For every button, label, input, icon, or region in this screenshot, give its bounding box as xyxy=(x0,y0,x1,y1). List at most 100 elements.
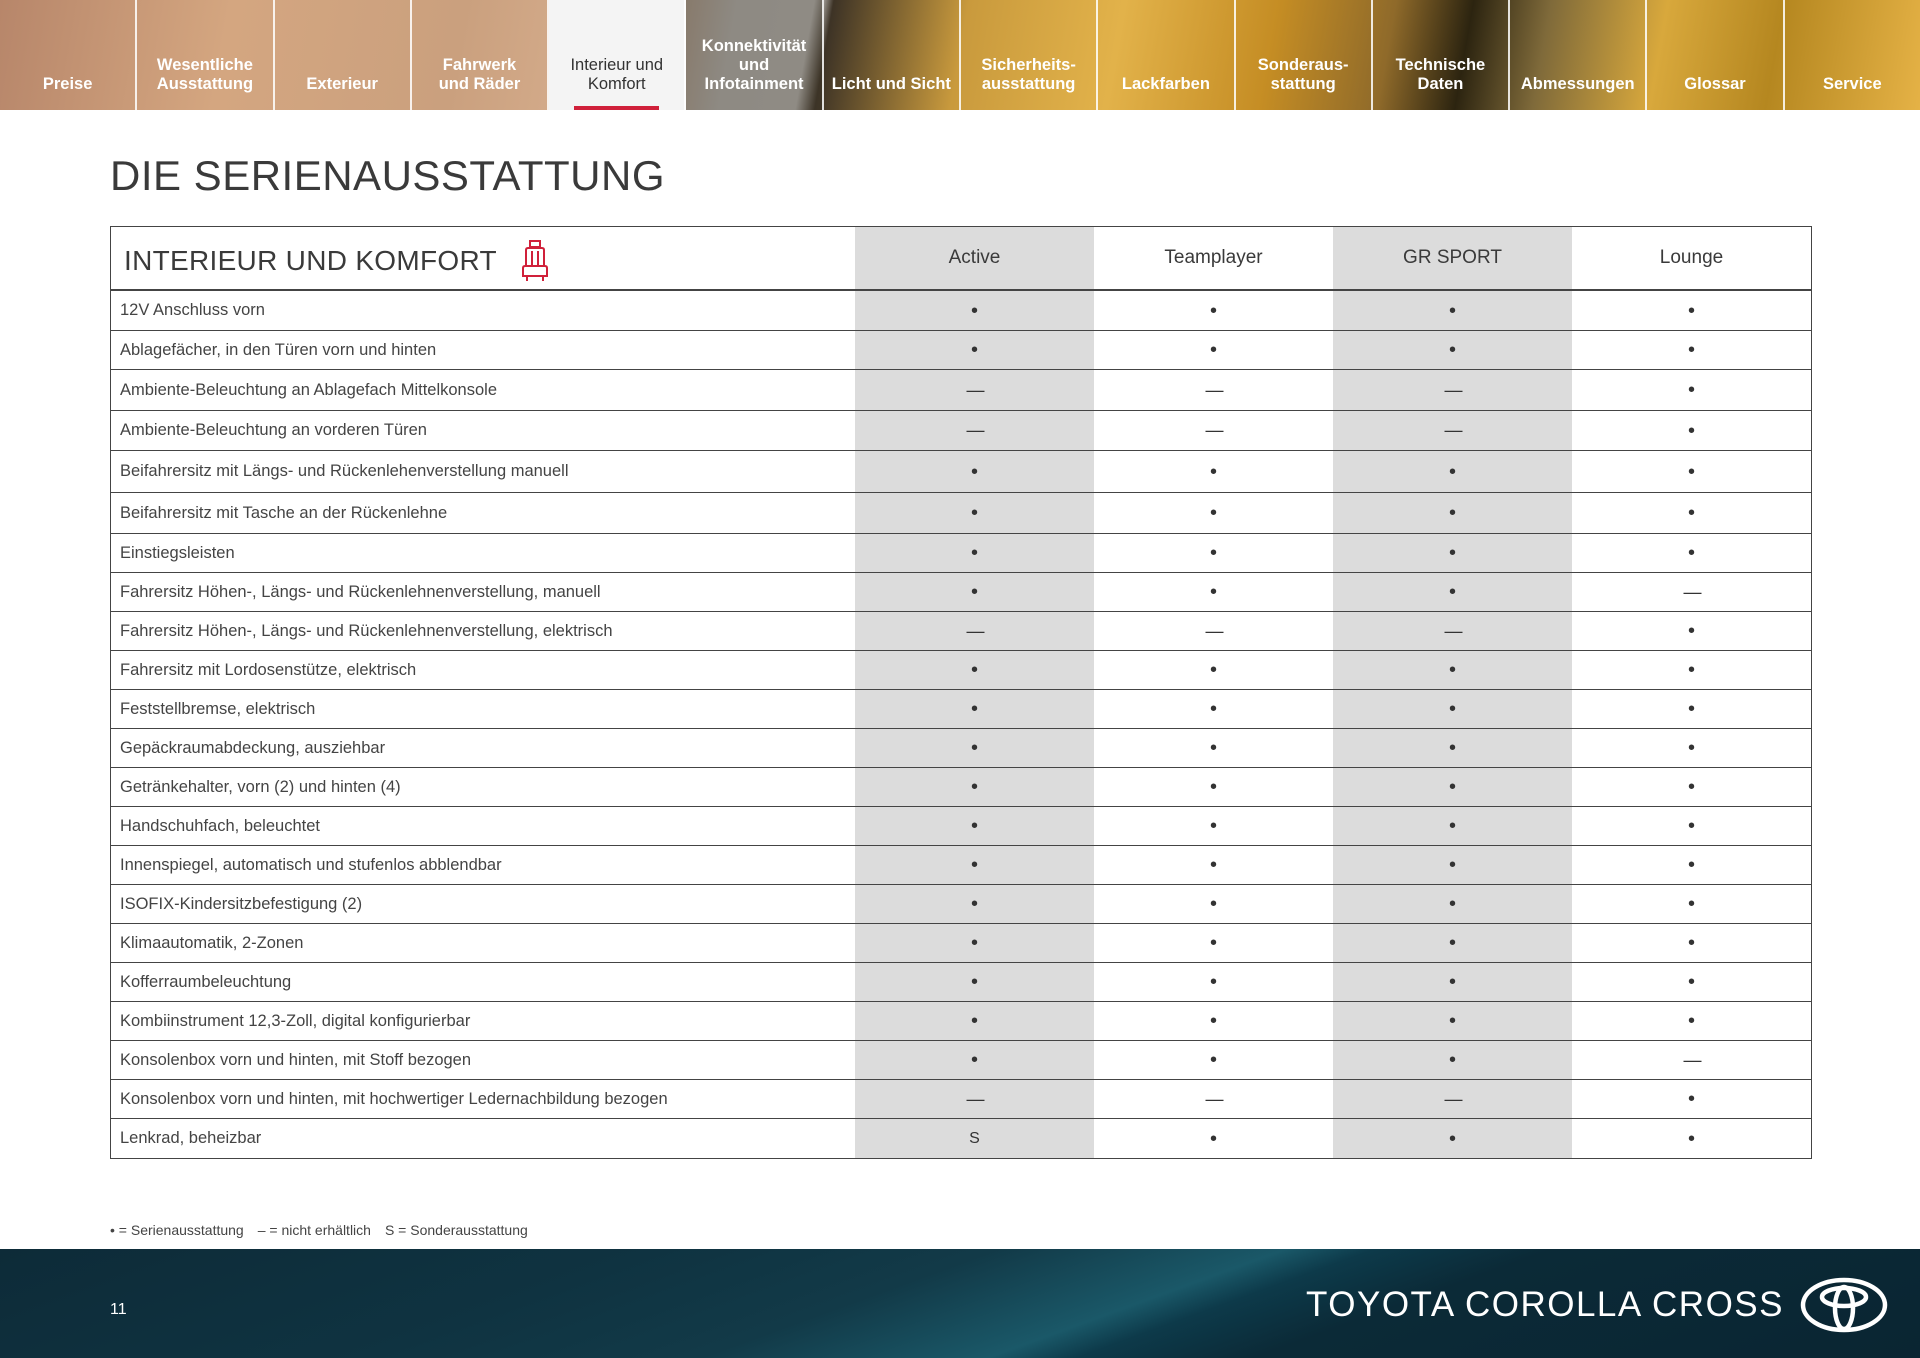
availability-cell: • xyxy=(1572,1119,1811,1158)
table-row: Fahrersitz Höhen-, Längs- und Rückenlehn… xyxy=(111,573,1811,612)
table-row: Kombiinstrument 12,3-Zoll, digital konfi… xyxy=(111,1002,1811,1041)
availability-mark: • xyxy=(1687,502,1695,524)
availability-mark: • xyxy=(1687,971,1695,993)
nav-tab-6[interactable]: Konnektivität und Infotainment xyxy=(686,0,824,110)
availability-cell: • xyxy=(1094,768,1333,806)
availability-mark: • xyxy=(1448,776,1456,798)
availability-cell: • xyxy=(1094,807,1333,845)
nav-tab-10[interactable]: Sonderaus- stattung xyxy=(1236,0,1373,110)
feature-name: Getränkehalter, vorn (2) und hinten (4) xyxy=(120,777,401,796)
feature-name: Fahrersitz mit Lordosenstütze, elektrisc… xyxy=(120,660,417,679)
feature-name: Gepäckraumabdeckung, ausziehbar xyxy=(120,738,386,757)
nav-tab-8[interactable]: Sicherheits- ausstattung xyxy=(961,0,1099,110)
availability-cell: • xyxy=(1094,924,1333,962)
availability-mark: • xyxy=(1687,620,1695,642)
table-row: Konsolenbox vorn und hinten, mit Stoff b… xyxy=(111,1041,1811,1080)
availability-mark: • xyxy=(1687,1088,1695,1110)
availability-mark: — xyxy=(1444,420,1463,440)
nav-tab-14[interactable]: Service xyxy=(1822,75,1882,93)
availability-mark: • xyxy=(970,893,978,915)
availability-cell: • xyxy=(1333,690,1572,728)
availability-mark: • xyxy=(1209,502,1217,524)
availability-cell: • xyxy=(1572,1080,1811,1118)
table-row: Gepäckraumabdeckung, ausziehbar • • • • xyxy=(111,729,1811,768)
availability-mark: • xyxy=(970,932,978,954)
table-row: Einstiegsleisten • • • • xyxy=(111,534,1811,573)
availability-mark: • xyxy=(1209,971,1217,993)
nav-tab-4[interactable]: Fahrwerk und Räder xyxy=(412,0,550,110)
table-row: Kofferraumbeleuchtung • • • • xyxy=(111,963,1811,1002)
availability-mark: • xyxy=(1687,737,1695,759)
nav-tab-13[interactable]: Glossar xyxy=(1647,0,1785,110)
availability-cell: • xyxy=(1333,651,1572,689)
feature-name: Einstiegsleisten xyxy=(120,543,235,562)
nav-tab-5[interactable]: Interieur und Komfort xyxy=(549,0,687,110)
feature-name: 12V Anschluss vorn xyxy=(120,301,265,319)
availability-mark: • xyxy=(1687,299,1695,322)
availability-mark: • xyxy=(970,1049,978,1071)
feature-name: Feststellbremse, elektrisch xyxy=(120,699,316,718)
availability-mark: • xyxy=(1209,698,1217,720)
availability-cell: — xyxy=(1333,411,1572,450)
table-row: Ambiente-Beleuchtung an vorderen Türen — —… xyxy=(111,411,1811,451)
feature-name: Beifahrersitz mit Tasche an der Rückenle… xyxy=(120,503,448,522)
availability-cell: — xyxy=(1333,370,1572,410)
table-row: Handschuhfach, beleuchtet • • • • xyxy=(111,807,1811,846)
availability-mark: • xyxy=(1448,502,1456,524)
availability-mark: — xyxy=(1683,1049,1702,1070)
availability-mark: • xyxy=(1687,339,1695,361)
availability-cell: • xyxy=(1572,291,1811,330)
variant-header-active: Active xyxy=(855,227,1094,289)
availability-mark: • xyxy=(1687,460,1695,483)
legend: • = Serienausstattung – = nicht erhältli… xyxy=(110,1222,528,1238)
availability-cell: • xyxy=(855,729,1094,767)
nav-tab-9[interactable]: Lackfarben xyxy=(1098,0,1236,110)
availability-mark: • xyxy=(970,299,978,322)
availability-cell: • xyxy=(1333,1041,1572,1079)
legend-optional: S = Sonderausstattung xyxy=(384,1222,528,1238)
availability-mark: • xyxy=(970,1010,978,1032)
feature-name: Lenkrad, beheizbar xyxy=(120,1129,262,1147)
table-row: Lenkrad, beheizbar S • • • xyxy=(111,1119,1811,1158)
availability-mark: • xyxy=(1448,737,1456,759)
table-row: Ambiente-Beleuchtung an Ablagefach Mitte… xyxy=(111,370,1811,411)
availability-mark: • xyxy=(1687,854,1695,876)
table-row: Innenspiegel, automatisch und stufenlos … xyxy=(111,846,1811,885)
legend-not-available: – = nicht erhältlich xyxy=(257,1222,371,1238)
availability-cell: • xyxy=(1094,885,1333,923)
availability-mark: • xyxy=(1687,1010,1695,1032)
availability-mark: — xyxy=(1444,1088,1463,1109)
nav-tab-3[interactable]: Exterieur xyxy=(275,0,412,110)
feature-name: Konsolenbox vorn und hinten, mit hochwer… xyxy=(120,1089,668,1108)
availability-cell: • xyxy=(855,924,1094,962)
nav-tab-1[interactable]: Preise xyxy=(0,0,138,110)
feature-name: Fahrersitz Höhen-, Längs- und Rückenlehn… xyxy=(120,621,613,640)
availability-cell: • xyxy=(1333,493,1572,533)
availability-cell: • xyxy=(1572,807,1811,845)
brand-name: TOYOTA COROLLA CROSS xyxy=(1306,1285,1784,1324)
feature-name: Innenspiegel, automatisch und stufenlos … xyxy=(120,855,502,874)
availability-mark: • xyxy=(1209,581,1217,603)
availability-cell: • xyxy=(1094,1119,1333,1158)
availability-cell: — xyxy=(1572,1041,1811,1079)
availability-mark: • xyxy=(1448,854,1456,876)
availability-cell: • xyxy=(1333,846,1572,884)
availability-cell: • xyxy=(855,690,1094,728)
availability-cell: • xyxy=(855,1002,1094,1040)
feature-name: Kofferraumbeleuchtung xyxy=(120,972,292,991)
availability-mark: • xyxy=(970,971,978,993)
nav-tab-7[interactable]: Licht und Sicht xyxy=(824,0,961,110)
availability-mark: • xyxy=(970,815,978,837)
nav-tab-12[interactable]: Abmessungen xyxy=(1510,0,1648,110)
nav-tab-2[interactable]: Wesentliche Ausstattung xyxy=(137,0,275,110)
availability-mark: • xyxy=(1209,299,1217,322)
nav-tab-11[interactable]: Technische Daten xyxy=(1373,0,1511,110)
availability-mark: • xyxy=(1448,542,1456,564)
toyota-logo-icon xyxy=(1800,1277,1888,1333)
page-number: 11 xyxy=(110,1301,127,1318)
availability-mark: • xyxy=(1687,815,1695,837)
availability-cell: — xyxy=(855,370,1094,410)
availability-cell: — xyxy=(1572,573,1811,611)
availability-mark: • xyxy=(970,339,978,361)
availability-cell: — xyxy=(1333,612,1572,650)
